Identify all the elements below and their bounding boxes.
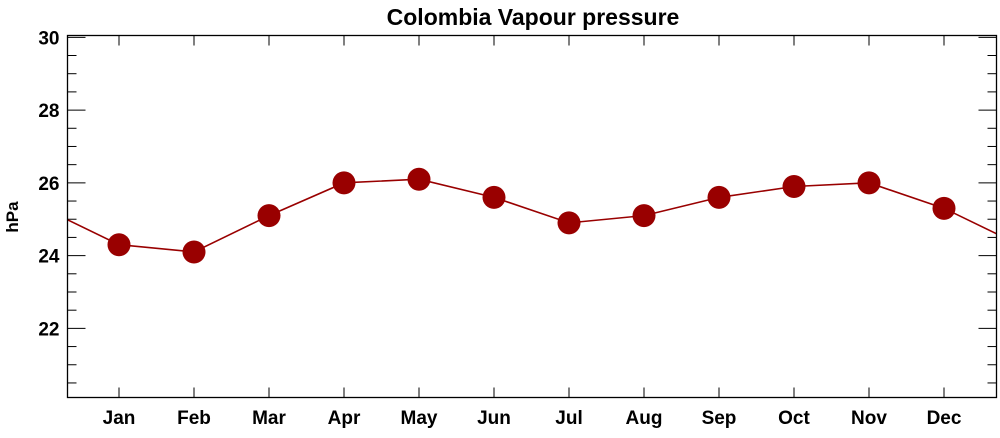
x-tick-label: Jan	[103, 408, 136, 429]
data-point-dec	[932, 196, 956, 220]
x-tick-label: Feb	[177, 408, 211, 429]
data-point-nov	[857, 171, 881, 195]
x-tick-label: Mar	[252, 408, 286, 429]
data-point-jan	[107, 233, 131, 257]
y-tick-label: 28	[38, 101, 59, 122]
x-tick-label: Sep	[702, 408, 737, 429]
data-point-aug	[632, 204, 656, 228]
plot-frame	[66, 34, 998, 399]
data-point-may	[407, 167, 431, 191]
series-line	[67, 178, 997, 253]
x-tick-label: Jun	[477, 408, 511, 429]
x-tick-label: Oct	[778, 408, 810, 429]
data-point-jun	[482, 185, 506, 209]
y-tick-label: 30	[38, 28, 59, 49]
y-tick-label: 26	[38, 174, 59, 195]
x-tick-label: Nov	[851, 408, 887, 429]
x-tick-label: May	[401, 408, 438, 429]
data-point-feb	[182, 240, 206, 264]
x-tick-label: Dec	[927, 408, 962, 429]
data-point-mar	[257, 204, 281, 228]
y-tick-label: 24	[38, 247, 60, 268]
data-point-oct	[782, 174, 806, 198]
y-axis-label: hPa	[3, 201, 22, 233]
chart-title: Colombia Vapour pressure	[387, 4, 680, 30]
y-tick-label: 22	[38, 319, 59, 340]
data-point-jul	[557, 211, 581, 235]
data-point-apr	[332, 171, 356, 195]
x-tick-label: Aug	[626, 408, 663, 429]
x-tick-label: Jul	[555, 408, 582, 429]
data-point-sep	[707, 185, 731, 209]
x-tick-label: Apr	[328, 408, 361, 429]
